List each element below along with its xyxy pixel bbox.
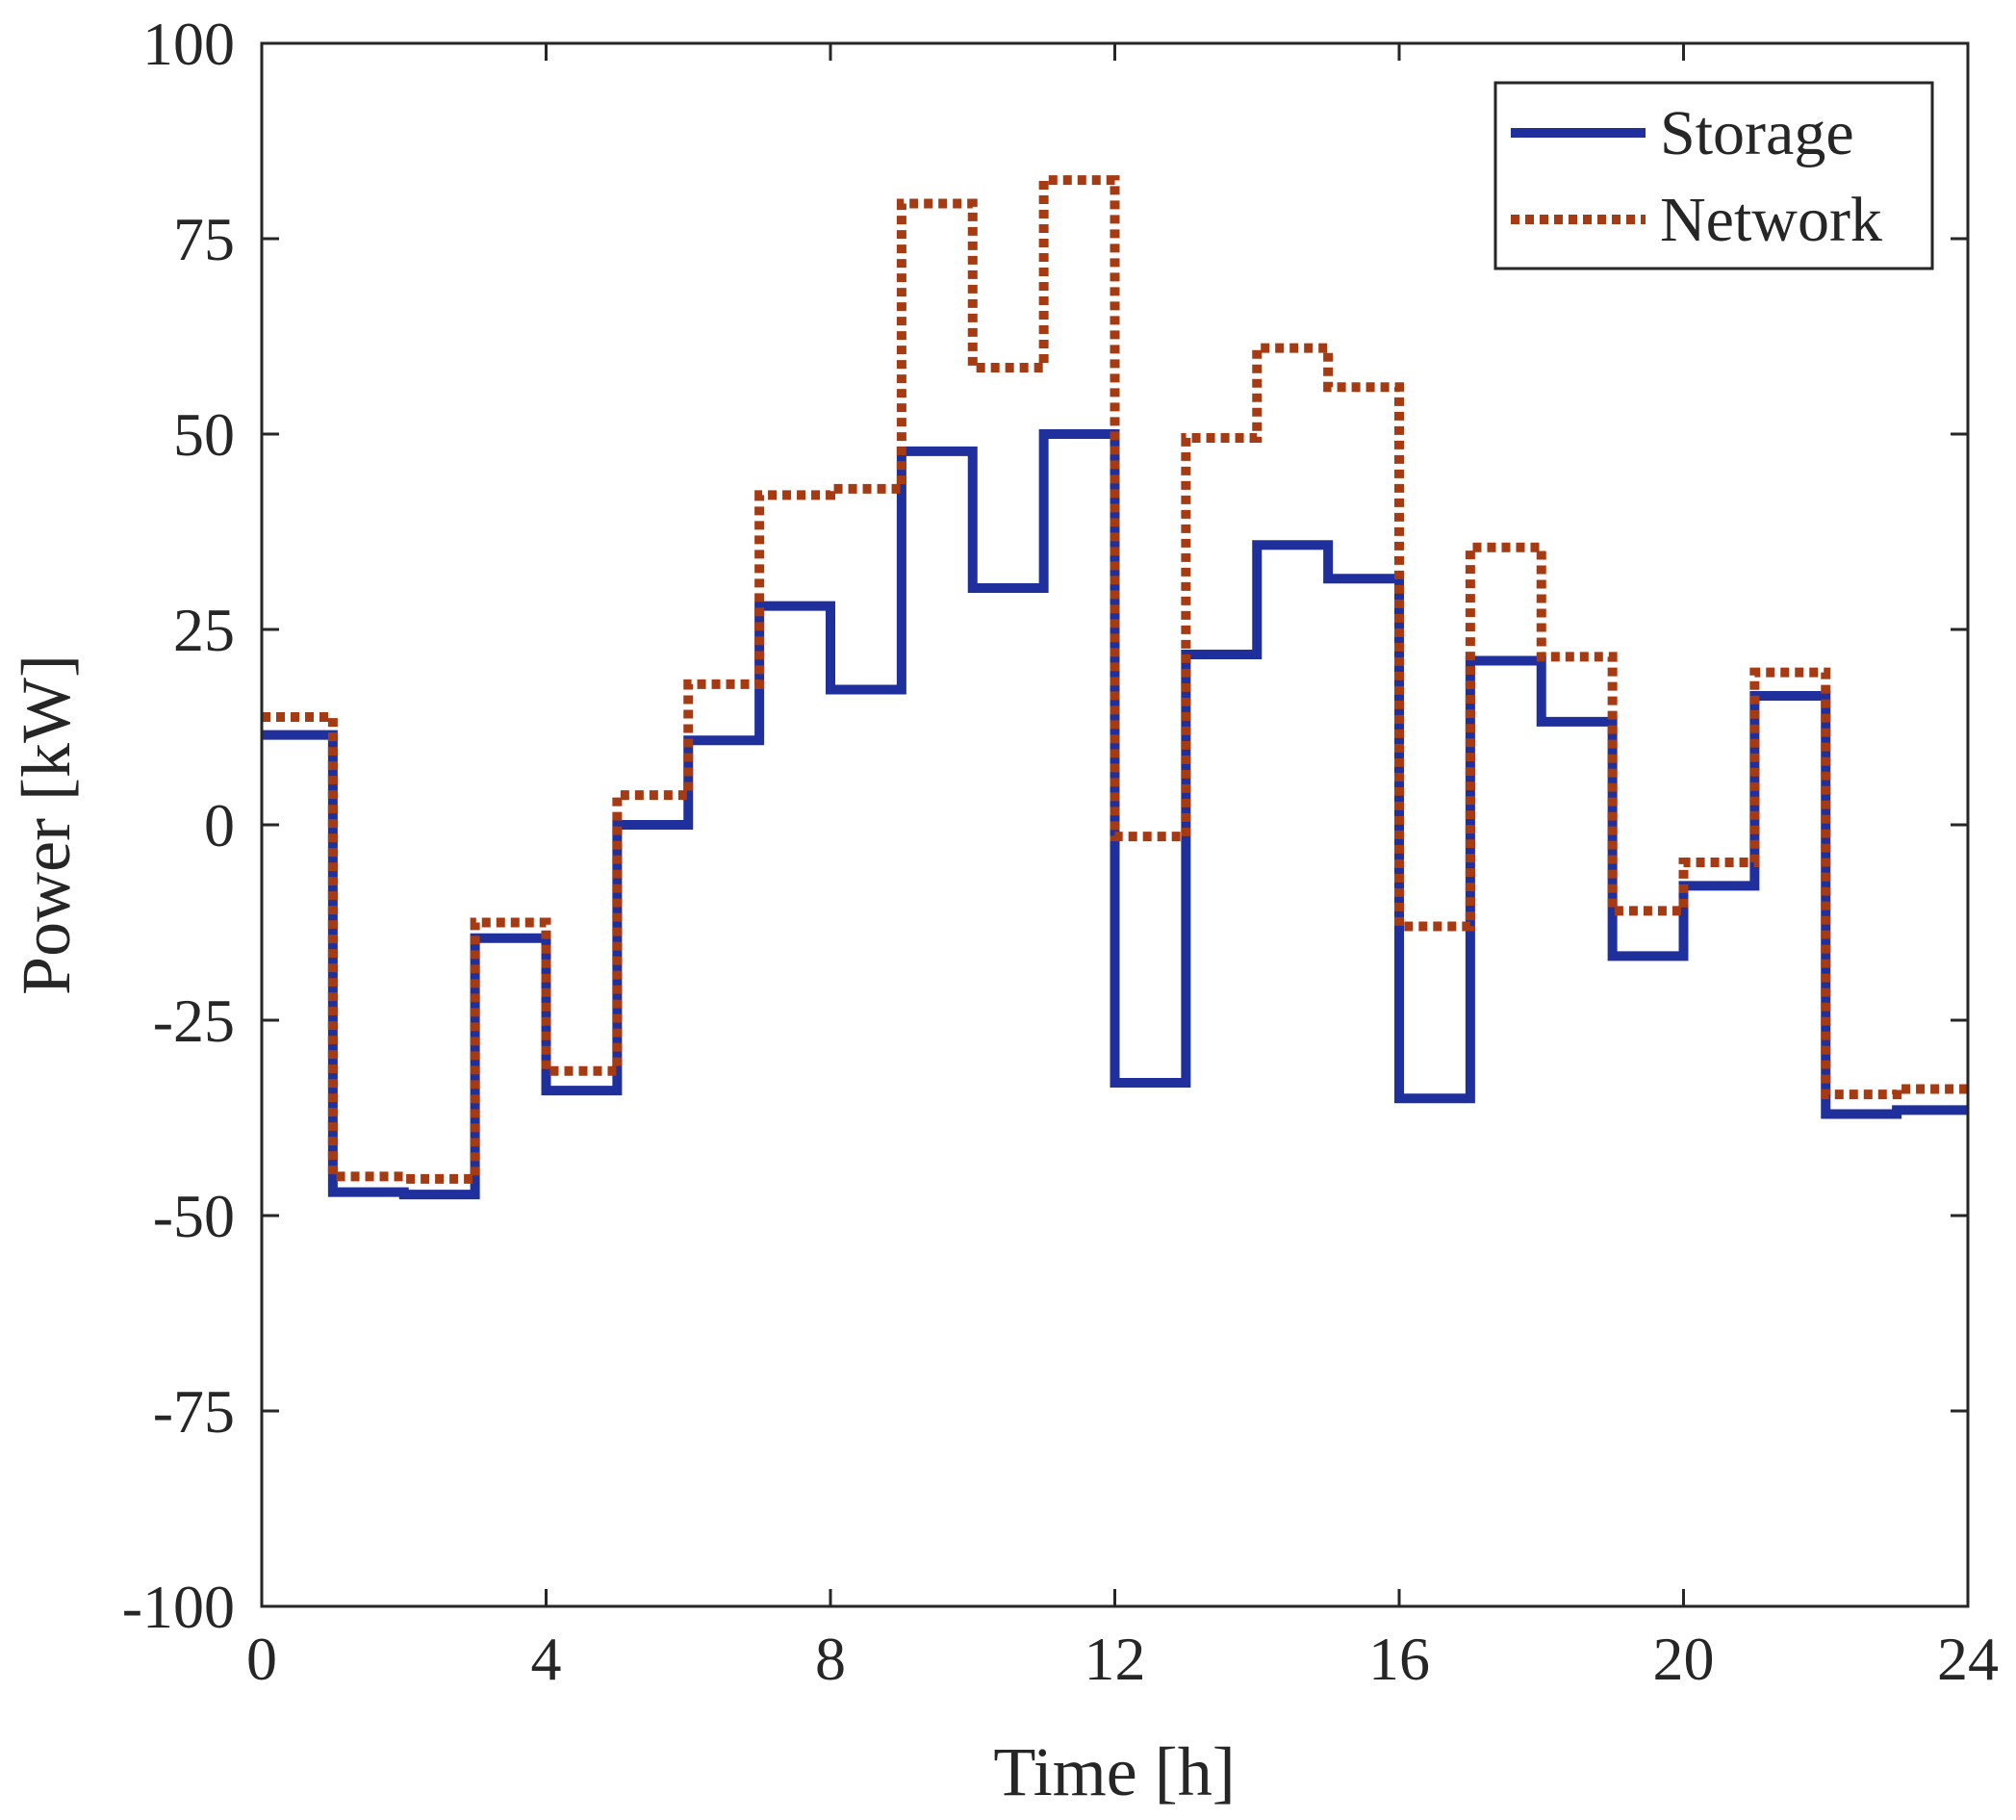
plot-frame [260, 41, 1970, 1608]
y-tick-label: 75 [173, 205, 235, 273]
y-tick-label: 50 [173, 400, 235, 469]
x-tick-label: 16 [1368, 1625, 1430, 1693]
x-tick-label: 20 [1653, 1625, 1715, 1693]
x-tick-label: 8 [815, 1625, 846, 1693]
legend: Storage Network [1493, 81, 1934, 270]
x-axis-label: Time [h] [993, 1733, 1235, 1810]
y-tick-label: -25 [153, 987, 235, 1055]
series-layer [262, 175, 1968, 1200]
y-tick-label: 25 [173, 596, 235, 664]
legend-box [1493, 81, 1934, 270]
legend-label-storage: Storage [1660, 98, 1854, 168]
y-tick-label: -75 [153, 1377, 235, 1446]
y-tick-label: -100 [122, 1573, 235, 1641]
y-tick-label: 100 [142, 10, 235, 78]
x-tick-label: 0 [246, 1625, 277, 1693]
x-tick-label: 24 [1937, 1625, 1999, 1693]
x-tick-labels: 0 4 8 12 16 20 24 [246, 1625, 1999, 1693]
y-tick-labels: -100 -75 -50 -25 0 25 50 75 100 [122, 10, 235, 1641]
y-axis-label: Power [kW] [8, 654, 85, 995]
x-tick-label: 12 [1085, 1625, 1146, 1693]
legend-label-network: Network [1660, 185, 1882, 255]
x-tick-label: 4 [531, 1625, 562, 1693]
y-tick-label: 0 [204, 791, 235, 859]
series-line-network [262, 175, 1968, 1184]
y-tick-label: -50 [153, 1182, 235, 1250]
